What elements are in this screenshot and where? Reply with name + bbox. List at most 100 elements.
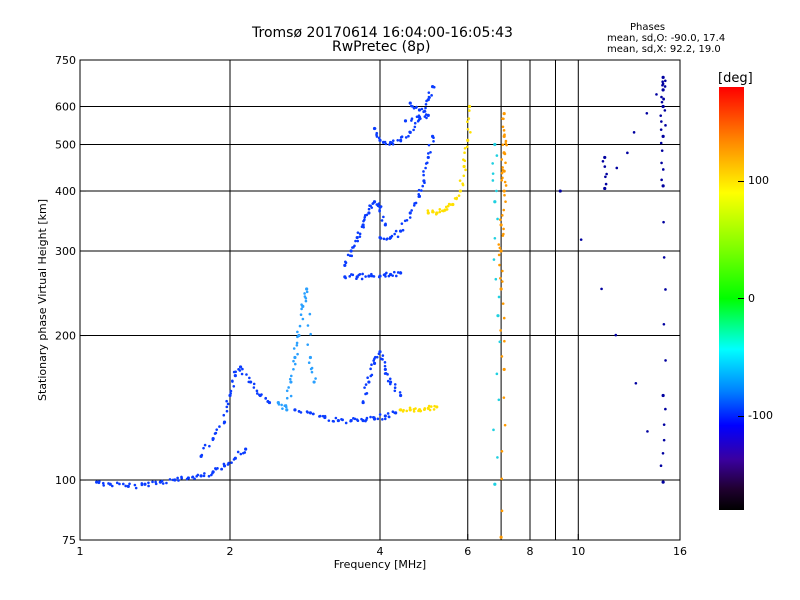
echo-point xyxy=(252,386,256,389)
echo-point xyxy=(361,418,365,423)
echo-point xyxy=(226,463,230,466)
x-axis-ticks: 1 2 4 6 8 10 16 xyxy=(77,534,687,558)
echo-point xyxy=(500,509,504,513)
echo-point xyxy=(211,436,215,441)
y-tick-label: 400 xyxy=(55,185,76,198)
colorbar-label: [deg] xyxy=(718,71,753,86)
echo-point xyxy=(499,223,503,227)
echo-point xyxy=(661,75,665,79)
echo-point xyxy=(426,113,430,117)
echo-point xyxy=(285,396,289,400)
echo-point xyxy=(384,275,387,278)
echo-point xyxy=(373,355,377,359)
echo-point xyxy=(386,373,389,376)
echo-point xyxy=(393,383,397,386)
echo-point xyxy=(645,111,649,115)
echo-point xyxy=(133,483,137,487)
echo-point xyxy=(501,269,504,273)
echo-point xyxy=(281,407,284,410)
echo-point xyxy=(370,373,374,377)
echo-point xyxy=(383,372,387,375)
echo-point xyxy=(386,379,390,383)
echo-point xyxy=(408,216,412,219)
echo-point xyxy=(404,136,408,139)
echo-point xyxy=(497,253,501,257)
echo-point xyxy=(293,408,297,412)
echo-point xyxy=(334,416,338,420)
echo-point xyxy=(304,299,308,303)
echo-point xyxy=(255,389,259,393)
echo-point xyxy=(398,408,402,412)
echo-point xyxy=(399,393,403,398)
echo-point xyxy=(499,287,503,291)
colorbar-tick-label: 0 xyxy=(748,291,755,305)
echo-point xyxy=(360,277,364,281)
echo-point xyxy=(222,462,226,466)
echo-point xyxy=(280,403,283,407)
echo-point xyxy=(396,235,400,239)
echo-point xyxy=(358,232,362,236)
echo-point xyxy=(446,204,450,208)
echo-point xyxy=(375,133,378,137)
echo-point xyxy=(662,97,665,101)
echo-point xyxy=(147,481,150,485)
echo-point xyxy=(421,184,425,188)
echo-point xyxy=(388,380,393,384)
echo-point xyxy=(310,370,314,374)
echo-point xyxy=(300,307,303,311)
echo-point xyxy=(496,217,499,221)
echo-point xyxy=(361,272,364,276)
echo-point xyxy=(393,232,396,236)
echo-point xyxy=(292,359,295,363)
echo-point xyxy=(662,423,666,426)
echo-point xyxy=(493,482,497,486)
echo-point xyxy=(659,128,663,131)
echo-point xyxy=(426,98,430,102)
echo-point xyxy=(430,134,435,138)
echo-point xyxy=(108,482,112,486)
echo-point xyxy=(392,270,396,274)
echo-point xyxy=(121,482,125,486)
echo-point xyxy=(240,372,244,376)
echo-point xyxy=(660,161,663,165)
echo-point xyxy=(462,174,466,178)
echo-point xyxy=(502,367,506,372)
echo-point xyxy=(600,287,603,291)
echo-point xyxy=(500,158,503,161)
echo-point xyxy=(381,418,384,421)
echo-point xyxy=(463,151,466,154)
echo-point xyxy=(284,404,288,407)
echo-point xyxy=(378,209,381,213)
echo-point xyxy=(405,409,409,413)
echo-point xyxy=(314,377,317,380)
echo-point xyxy=(419,117,422,120)
x-tick-label: 4 xyxy=(377,545,384,558)
echo-point xyxy=(422,170,425,173)
echo-point xyxy=(356,239,360,243)
echo-point xyxy=(312,412,315,416)
echo-point xyxy=(501,125,505,129)
echo-point xyxy=(501,214,504,217)
echo-point xyxy=(180,476,183,480)
echo-point xyxy=(369,367,372,371)
echo-point xyxy=(492,428,495,432)
echo-point xyxy=(467,104,472,109)
echo-point xyxy=(115,481,119,485)
echo-point xyxy=(615,166,619,170)
echo-point xyxy=(466,138,470,142)
y-axis-label: Stationary phase Virtual Height [km] xyxy=(36,199,49,401)
echo-point xyxy=(445,208,449,211)
echo-point xyxy=(660,178,663,182)
echo-point xyxy=(455,196,459,200)
echo-point xyxy=(501,176,504,180)
echo-point xyxy=(501,143,505,147)
echo-point xyxy=(387,415,391,419)
echo-point xyxy=(400,222,404,225)
echo-point xyxy=(295,343,299,347)
echo-point xyxy=(344,421,348,425)
echo-point xyxy=(208,444,211,448)
y-tick-label: 300 xyxy=(55,245,76,258)
echo-point xyxy=(134,486,138,490)
echo-point xyxy=(173,478,177,482)
